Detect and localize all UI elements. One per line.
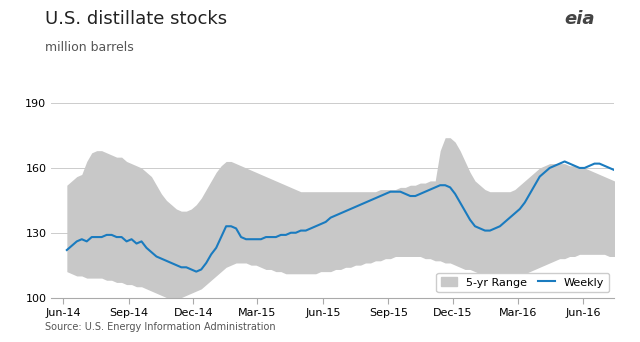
Text: million barrels: million barrels bbox=[45, 41, 134, 54]
Text: Source: U.S. Energy Information Administration: Source: U.S. Energy Information Administ… bbox=[45, 322, 275, 332]
Legend: 5-yr Range, Weekly: 5-yr Range, Weekly bbox=[436, 273, 609, 292]
Text: eia: eia bbox=[564, 10, 595, 28]
Text: U.S. distillate stocks: U.S. distillate stocks bbox=[45, 10, 227, 28]
